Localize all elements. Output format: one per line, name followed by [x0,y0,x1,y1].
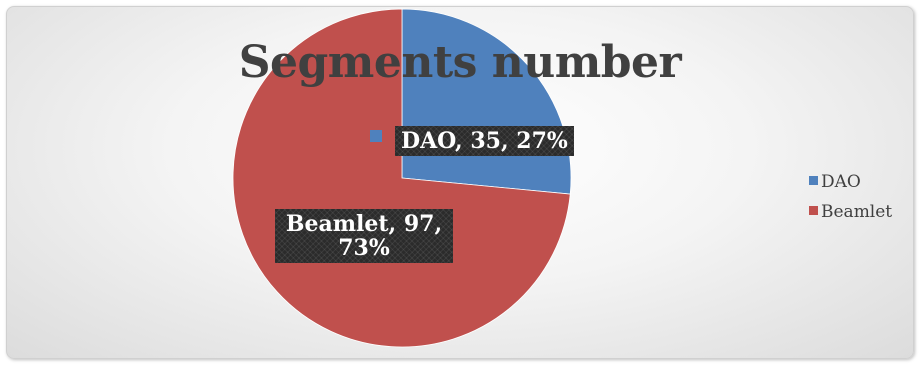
chart-title: Segments number [238,37,682,88]
legend-swatch-beamlet [809,205,818,215]
data-label-beamlet: Beamlet, 97, 73% [275,209,453,263]
pie-slice-beamlet [232,8,571,348]
data-label-dao-swatch [370,130,382,142]
chart-area: Segments number DAO, 35, 27% Beamlet, 97… [6,6,914,359]
legend-item-beamlet: Beamlet [809,197,892,227]
legend: DAO Beamlet [809,167,892,227]
legend-label-beamlet: Beamlet [821,202,893,222]
data-label-dao: DAO, 35, 27% [395,126,574,156]
legend-swatch-dao [809,175,818,185]
legend-label-dao: DAO [821,172,861,192]
legend-item-dao: DAO [809,167,892,197]
